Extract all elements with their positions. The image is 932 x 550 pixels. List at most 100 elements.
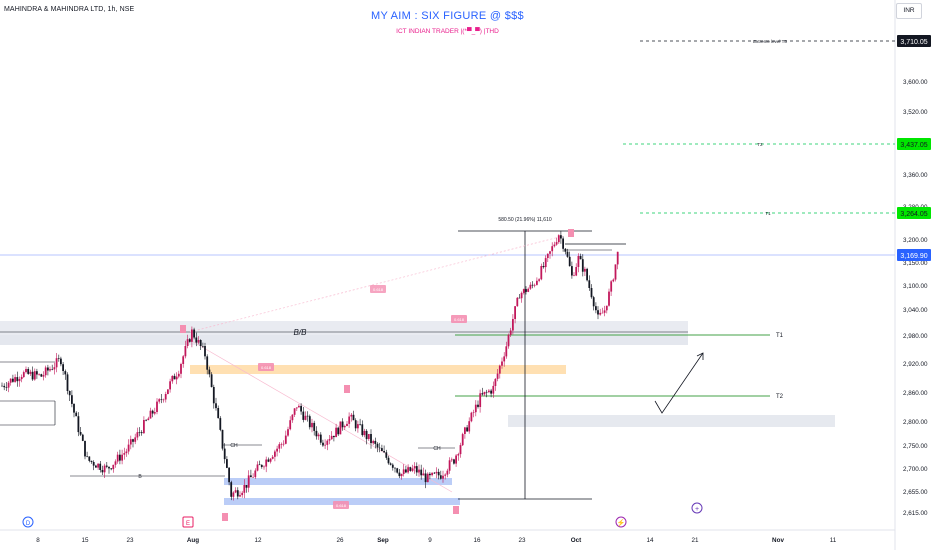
candle-body [579,256,582,260]
candle-body [557,235,560,243]
candle-body [367,434,370,439]
candle-body [457,454,460,456]
candle-body [108,466,110,469]
candle-body [114,461,117,465]
candle-body [84,440,86,457]
t1-price-badge: 3,264.05 [897,207,931,219]
time-tick-label: 8 [36,537,40,544]
svg-text:3,264.05: 3,264.05 [900,211,927,218]
earnings-event-icon[interactable]: E [182,516,194,528]
candle-body [95,465,97,468]
candle-body [280,444,283,445]
time-tick-label: 23 [518,537,526,544]
candle-body [509,330,512,335]
candle-body [566,251,569,257]
candle-body [527,288,530,292]
symbol-label: MAHINDRA & MAHINDRA LTD, 1h, NSE [4,6,135,13]
candle-body [341,421,344,428]
candle-body [512,319,514,331]
candle-body [396,468,399,473]
candle-body [544,258,547,268]
candle-body [391,464,394,468]
orange-zone [190,365,566,374]
candle-body [276,448,278,452]
svg-text:D: D [26,521,31,527]
price-axis[interactable]: 3,600.003,520.003,440.003,360.003,280.00… [903,79,928,517]
candle-body [433,472,436,474]
time-axis[interactable]: 8 15 23 Aug 12 26 Sep 9 16 23 Oct 14 21 Nov 11 [36,537,837,544]
candle-body [20,377,23,380]
currency-button[interactable]: INR [896,3,922,19]
t1-dash-label: T1 [765,211,771,216]
lightning-event-icon[interactable]: ⚡ [615,516,627,528]
candle-body [29,371,32,374]
candle-body [105,465,108,467]
candle-body [520,292,523,299]
t2-right-label: T2 [776,394,784,400]
candle-body [442,475,444,479]
candle-body [437,471,440,476]
candle-body [151,410,154,414]
candle-body [549,251,551,254]
candle-body [219,418,222,430]
candle-body [418,469,420,473]
candle-body [260,464,263,467]
candle-body [116,454,119,462]
candle-body [125,451,128,454]
price-tick-label: 2,750.00 [903,443,928,450]
candle-body [68,391,71,396]
time-tick-label: Sep [377,537,389,544]
candle-body [507,334,510,347]
candle-body [446,470,449,475]
candle-body [223,448,226,460]
candle-body [9,378,12,383]
candle-body [470,412,473,422]
candle-body [562,238,564,249]
candle-body [533,284,536,286]
candle-body [514,306,516,319]
svg-text:+: + [695,506,699,513]
candle-body [210,374,213,387]
candle-body [40,374,43,377]
candle-body [25,369,27,373]
candle-body [387,457,390,464]
candle-body [164,394,167,400]
candle-body [103,465,106,473]
candle-body [287,429,289,436]
chart-subtitle: ICT INDIAN TRADER |(*▀_▀) |THD [396,28,499,35]
price-tick-label: 3,360.00 [903,172,928,179]
candle-body [505,346,508,357]
candle-body [158,399,161,402]
candle-body [252,477,254,478]
candle-body [461,434,464,446]
dividend-event-icon[interactable]: D [22,516,34,528]
candle-body [477,404,479,407]
candle-body [306,415,309,417]
candle-body [188,339,191,342]
candle-body [243,485,246,493]
candle-body [551,246,554,252]
candle-body [359,424,361,425]
candle-body [459,445,462,455]
candle-body [488,390,490,393]
candle-body [77,416,80,433]
candle-body [479,393,482,407]
candle-body [389,463,392,465]
candle-body [352,414,355,421]
candle-body [317,434,320,437]
candle-body [97,463,99,468]
candle-body [376,443,379,448]
candle-body [145,420,147,421]
candle-body [363,430,366,436]
plus-event-icon[interactable]: + [691,502,703,514]
candle-body [581,259,584,272]
candle-body [614,264,617,280]
candle-body [498,365,501,374]
candle-body [595,306,597,311]
candle-body [81,434,84,441]
candle-body [234,490,237,493]
candle-body [546,253,549,258]
candle-body [140,432,143,434]
candle-body [199,340,202,346]
